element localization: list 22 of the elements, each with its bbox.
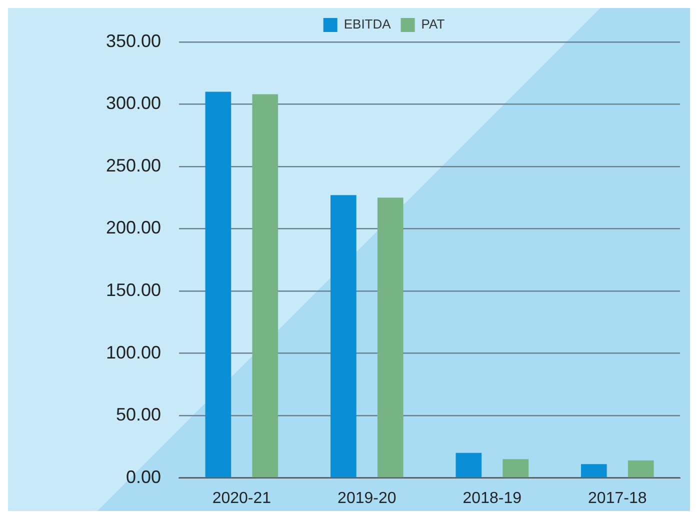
bar <box>456 452 482 478</box>
bar <box>330 195 356 478</box>
x-tick-label: 2017-18 <box>588 490 647 507</box>
x-tick-label: 2020-21 <box>212 490 272 507</box>
bar <box>628 460 654 478</box>
bar <box>205 92 232 478</box>
legend-label: EBITDA <box>344 16 392 32</box>
y-tick-label: 300.00 <box>106 93 162 114</box>
y-tick-label: 200.00 <box>106 218 162 238</box>
bar <box>502 459 529 478</box>
bar <box>377 198 404 478</box>
y-tick-label: 150.00 <box>106 280 162 300</box>
x-tick-label: 2019-20 <box>338 490 396 507</box>
bar <box>580 464 607 478</box>
y-tick-label: 350.00 <box>106 30 162 51</box>
legend-label: PAT <box>421 16 445 32</box>
y-tick-label: 0.00 <box>126 466 162 487</box>
x-tick-label: 2018-19 <box>462 490 522 507</box>
bar <box>252 94 278 478</box>
y-tick-label: 250.00 <box>106 155 162 176</box>
y-tick-label: 50.00 <box>116 404 162 425</box>
y-tick-label: 100.00 <box>106 342 162 362</box>
